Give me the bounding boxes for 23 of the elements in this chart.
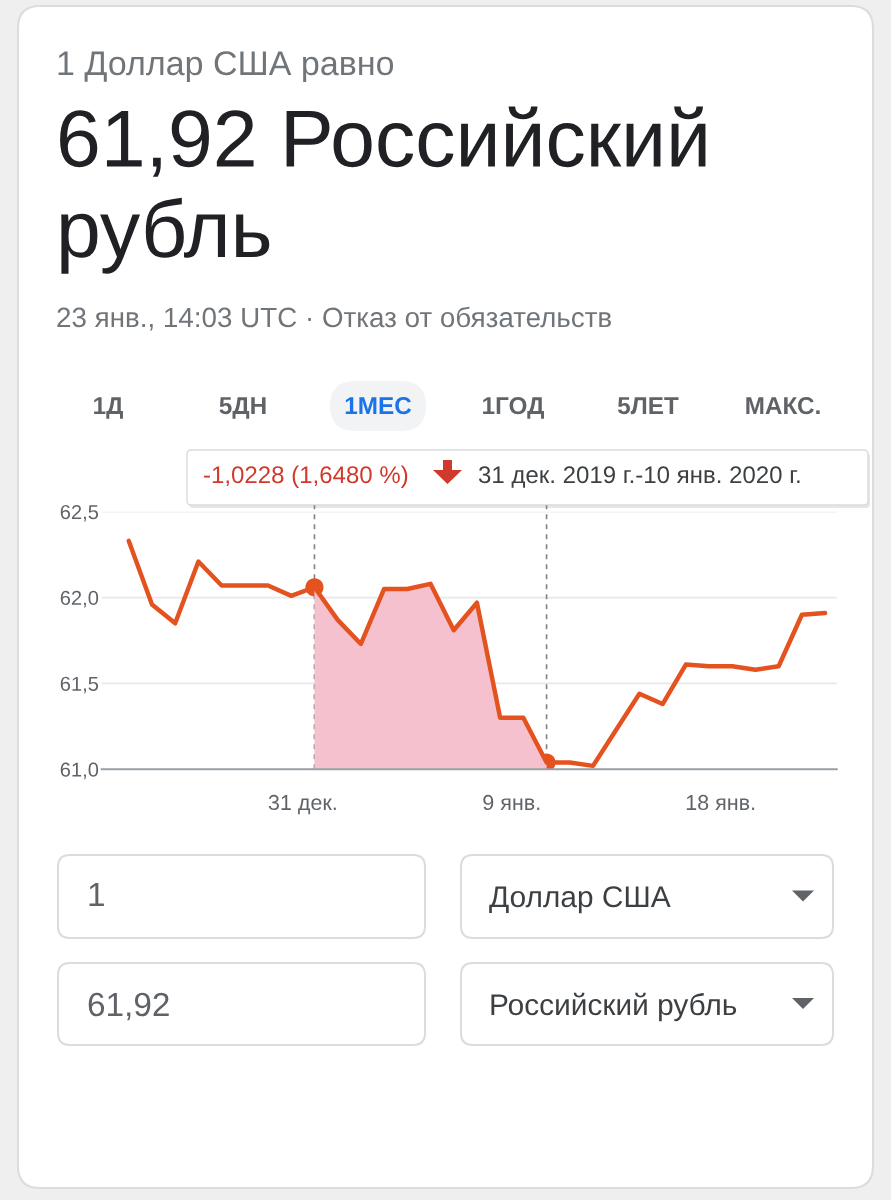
text: 5ЛЕТ <box>617 397 679 415</box>
chart-title: 61,92 Российский рубль <box>60 106 706 274</box>
text: 61,92 <box>88 992 169 1021</box>
y-tick-label: 62,5 <box>60 504 99 522</box>
chart-subtitle: 23 янв., 14:03 UTC · Отказ от обязательств <box>57 306 611 331</box>
x-tick-label: 9 янв. <box>483 794 540 811</box>
line-series <box>126 538 828 769</box>
y-tick-label: 61,5 <box>60 676 99 694</box>
text: Доллар США <box>489 886 671 914</box>
text: 1МЕС <box>345 397 412 415</box>
text: МАКС. <box>746 397 820 415</box>
y-tick-label: 62,0 <box>60 590 99 608</box>
text: 5ДН <box>219 397 266 419</box>
text: 1Д <box>94 397 123 419</box>
text: -1,0228 (1,6480 %) <box>204 465 408 488</box>
x-tick-label: 18 янв. <box>686 794 755 811</box>
text: Российский рубль <box>491 992 737 1022</box>
text: 1 <box>89 883 104 906</box>
text: 1 Доллар США равно <box>58 51 394 83</box>
x-tick-label: 31 дек. <box>268 794 336 815</box>
text: 1ГОД <box>483 397 544 419</box>
text: 31 дек. 2019 г.-10 янв. 2020 г. <box>478 466 800 488</box>
y-tick-label: 61,0 <box>60 762 99 780</box>
